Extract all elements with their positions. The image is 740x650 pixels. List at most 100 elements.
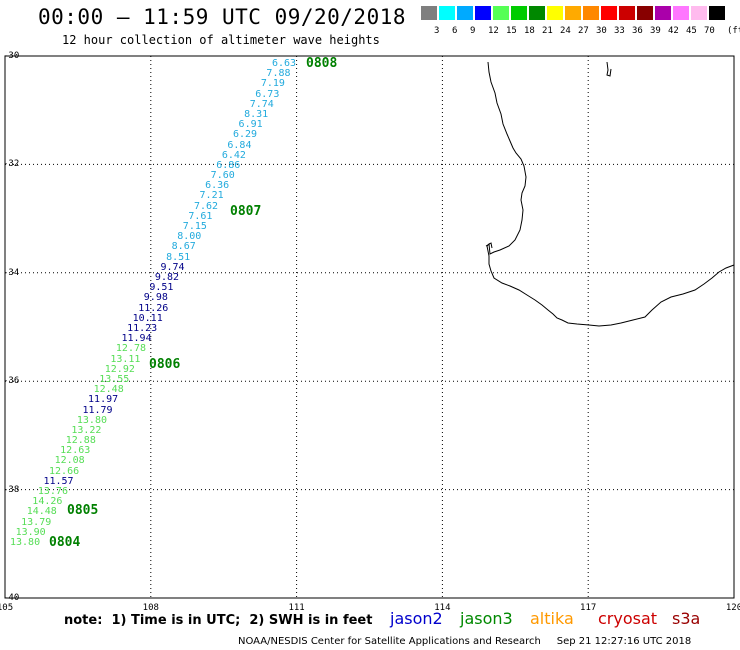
colorbar-swatch (529, 6, 545, 20)
colorbar-swatch (601, 6, 617, 20)
wave-height-label: 13.22 (71, 424, 102, 436)
time-label: 0806 (149, 357, 181, 372)
colorbar-swatch (619, 6, 635, 20)
wave-height-label: 11.26 (138, 302, 169, 314)
wave-height-label: 13.80 (10, 537, 41, 548)
lon-tick-label: 111 (288, 603, 305, 613)
wave-height-label: 7.19 (260, 78, 285, 90)
lat-tick-label: -34 (3, 267, 20, 278)
australia-coastline (486, 61, 735, 327)
wave-height-label: 13.11 (110, 353, 141, 365)
colorbar-swatch (583, 6, 599, 20)
time-label: 0808 (306, 56, 338, 71)
wave-height-label: 14.48 (26, 506, 57, 518)
wave-height-label: 7.61 (188, 210, 213, 222)
lon-tick-label: 108 (142, 603, 159, 613)
lon-tick-label: 117 (580, 603, 597, 613)
colorbar-label: 45 (686, 26, 697, 36)
time-label: 0807 (230, 204, 262, 219)
satellite-altika: altika (530, 609, 574, 628)
colorbar-label: 21 (542, 26, 553, 36)
colorbar-label: 27 (578, 26, 589, 36)
satellite-jason2: jason2 (390, 609, 443, 628)
colorbar-label: 12 (488, 26, 499, 36)
wave-height-label: 9.98 (143, 292, 168, 304)
wave-height-label: 8.31 (244, 108, 269, 120)
wave-height-label: 12.66 (49, 465, 80, 477)
credit-line: NOAA/NESDIS Center for Satellite Applica… (238, 636, 692, 647)
page-subtitle: 12 hour collection of altimeter wave hei… (62, 33, 380, 47)
colorbar-swatch (673, 6, 689, 20)
colorbar-swatch (547, 6, 563, 20)
wave-height-label: 11.97 (88, 394, 119, 406)
wave-height-label: 12.08 (54, 455, 85, 467)
colorbar-swatch (439, 6, 455, 20)
wave-height-label: 12.48 (93, 384, 124, 396)
wave-height-label: 6.42 (221, 149, 246, 161)
colorbar-swatch (457, 6, 473, 20)
wave-height-label: 11.57 (43, 475, 74, 487)
colorbar-label: 24 (560, 26, 571, 36)
colorbar-label: 3 (434, 26, 440, 36)
wave-height-label: 12.63 (60, 445, 91, 457)
lon-tick-label: 105 (0, 603, 14, 613)
lon-tick-label: 120 (725, 603, 740, 613)
colorbar-label: 6 (452, 26, 458, 36)
map-frame (4, 55, 735, 599)
satellite-s3a: s3a (672, 609, 701, 628)
colorbar-swatch (709, 6, 725, 20)
wave-height-label: 7.74 (249, 98, 274, 110)
colorbar-label: 30 (596, 26, 607, 36)
colorbar-label: 9 (470, 26, 476, 36)
colorbar-label: 70 (704, 26, 715, 36)
colorbar-unit: (ft) (727, 26, 740, 36)
colorbar-label: 39 (650, 26, 661, 36)
colorbar-swatch (475, 6, 491, 20)
time-label: 0805 (67, 503, 99, 518)
wave-height-label: 7.21 (199, 190, 224, 202)
colorbar-swatch (691, 6, 707, 20)
wave-height-label: 8.00 (177, 231, 202, 243)
colorbar-swatch (637, 6, 653, 20)
satellite-cryosat: cryosat (598, 609, 658, 628)
wave-height-label: 12.88 (65, 435, 96, 447)
satellite-jason3: jason3 (460, 609, 513, 628)
page-title: 00:00 – 11:59 UTC 09/20/2018 (38, 5, 407, 29)
wave-height-label: 12.92 (104, 363, 135, 375)
wave-height-label: 8.67 (171, 241, 196, 253)
wave-height-label: 6.84 (227, 139, 252, 151)
wave-height-label: 14.26 (32, 496, 63, 508)
colorbar-swatch (493, 6, 509, 20)
wave-height-label: 13.79 (21, 516, 52, 528)
wave-height-label: 10.11 (132, 312, 163, 324)
wave-height-label: 6.73 (255, 88, 280, 100)
colorbar-label: 36 (632, 26, 643, 36)
wave-height-label: 11.94 (121, 333, 152, 345)
lat-tick-label: -32 (3, 159, 20, 170)
lat-tick-label: -40 (3, 593, 20, 603)
wave-height-label: 11.79 (82, 404, 113, 416)
colorbar-swatch (565, 6, 581, 20)
colorbar-label: 42 (668, 26, 679, 36)
lat-tick-label: -36 (3, 376, 20, 387)
colorbar-swatch (511, 6, 527, 20)
wave-height-label: 7.88 (266, 68, 291, 80)
graticule (5, 56, 734, 598)
inlet-outline (485, 242, 493, 249)
wave-height-label: 12.78 (115, 343, 147, 355)
colorbar-label: 15 (506, 26, 517, 36)
lat-tick-label: -38 (3, 484, 20, 495)
wave-height-label: 11.23 (127, 322, 158, 334)
wave-height-label: 6.91 (238, 119, 263, 131)
wave-height-label: 6.86 (216, 159, 241, 171)
colorbar-label: 18 (524, 26, 535, 36)
colorbar-label: 33 (614, 26, 625, 36)
colorbar-swatch (421, 6, 437, 20)
wave-height-label: 9.82 (154, 272, 180, 284)
wave-height-label: 7.15 (182, 221, 207, 233)
wave-height-label: 9.51 (149, 282, 174, 294)
wave-height-label: 13.76 (37, 486, 68, 498)
lat-tick-label: -30 (3, 51, 20, 61)
island-outline (606, 61, 612, 77)
